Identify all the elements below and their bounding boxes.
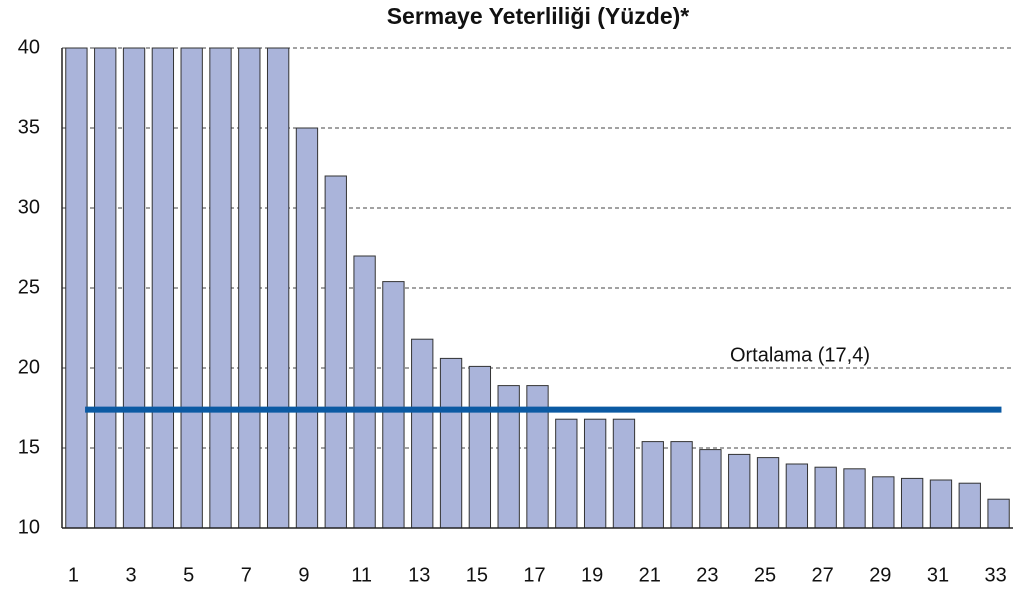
x-tick-label: 1 bbox=[68, 564, 79, 586]
x-tick-label: 19 bbox=[581, 564, 603, 586]
y-tick-label: 30 bbox=[18, 196, 40, 218]
bar bbox=[699, 449, 722, 529]
bar bbox=[151, 47, 175, 529]
bar bbox=[382, 281, 405, 529]
x-tick-label: 21 bbox=[639, 564, 661, 586]
bar bbox=[756, 457, 780, 529]
bar bbox=[439, 357, 463, 529]
y-tick-label: 15 bbox=[18, 436, 40, 458]
bar bbox=[65, 47, 88, 529]
bar bbox=[411, 338, 434, 529]
x-tick-label: 27 bbox=[812, 564, 834, 586]
y-tick-label: 35 bbox=[18, 116, 40, 138]
x-tick-label: 17 bbox=[523, 564, 545, 586]
bar bbox=[555, 418, 578, 529]
x-tick-label: 11 bbox=[351, 564, 372, 586]
bar bbox=[266, 47, 290, 529]
bar bbox=[987, 498, 1010, 529]
y-tick-label: 10 bbox=[18, 516, 40, 538]
bar bbox=[612, 418, 636, 529]
x-tick-label: 13 bbox=[408, 564, 430, 586]
y-tick-label: 20 bbox=[18, 356, 40, 378]
bar bbox=[670, 441, 693, 529]
bar bbox=[353, 255, 376, 529]
bar bbox=[785, 463, 809, 529]
x-tick-label: 23 bbox=[696, 564, 718, 586]
bar bbox=[209, 47, 232, 529]
bar bbox=[324, 175, 347, 529]
bar bbox=[180, 47, 203, 529]
bar bbox=[814, 466, 837, 529]
x-tick-label: 15 bbox=[466, 564, 488, 586]
x-tick-label: 5 bbox=[183, 564, 194, 586]
y-tick-label: 40 bbox=[18, 36, 40, 58]
bar bbox=[929, 479, 953, 529]
bar bbox=[122, 47, 146, 529]
bar bbox=[295, 127, 319, 529]
x-tick-label: 9 bbox=[298, 564, 309, 586]
bar bbox=[728, 453, 751, 529]
x-tick-label: 25 bbox=[754, 564, 776, 586]
bar bbox=[94, 47, 117, 529]
bar bbox=[900, 477, 924, 529]
bar bbox=[843, 468, 866, 529]
average-label: Ortalama (17,4) bbox=[730, 344, 870, 366]
bar bbox=[238, 47, 261, 529]
y-tick-label: 25 bbox=[18, 276, 40, 298]
bar bbox=[641, 441, 664, 529]
x-tick-label: 29 bbox=[869, 564, 891, 586]
bar bbox=[583, 418, 607, 529]
x-tick-label: 7 bbox=[241, 564, 252, 586]
chart-title: Sermaye Yeterliliği (Yüzde)* bbox=[387, 3, 690, 29]
x-tick-label: 31 bbox=[927, 564, 949, 586]
x-tick-label: 33 bbox=[984, 564, 1006, 586]
bar bbox=[872, 476, 895, 529]
bar bbox=[468, 365, 492, 529]
x-tick-label: 3 bbox=[125, 564, 136, 586]
bar bbox=[958, 482, 981, 529]
